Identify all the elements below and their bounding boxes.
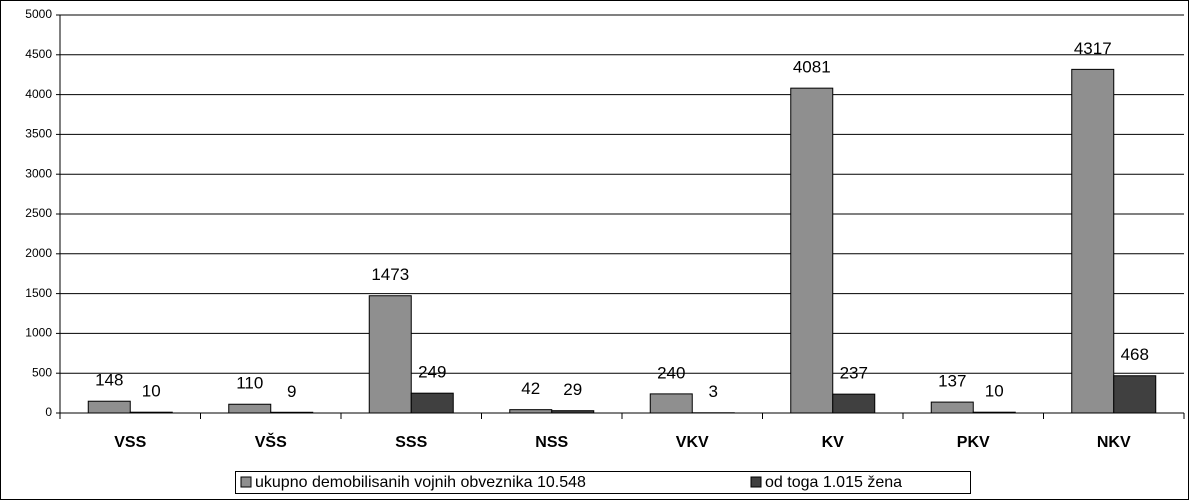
- data-label: 9: [287, 382, 296, 401]
- data-label: 10: [142, 382, 161, 401]
- y-tick-label: 500: [32, 365, 52, 379]
- x-tick-label: VSS: [114, 434, 146, 451]
- data-label: 110: [236, 374, 263, 393]
- legend-swatch: [240, 476, 252, 488]
- data-label: 10: [985, 382, 1004, 401]
- data-label: 468: [1121, 345, 1149, 364]
- bar: [649, 393, 693, 414]
- x-tick-label: VŠS: [255, 432, 287, 451]
- y-tick-label: 4500: [25, 47, 52, 61]
- data-label: 42: [521, 379, 540, 398]
- y-tick-label: 1000: [25, 326, 52, 340]
- data-label: 137: [938, 372, 966, 391]
- x-tick-label: VKV: [676, 434, 709, 451]
- y-tick-label: 2500: [25, 206, 52, 220]
- bar: [790, 87, 834, 414]
- data-label: 3: [709, 382, 718, 401]
- legend-label: od toga 1.015 žena: [765, 474, 902, 491]
- bar: [832, 393, 876, 414]
- legend-box: [235, 471, 971, 494]
- legend-swatch: [750, 476, 762, 488]
- bar: [930, 401, 974, 414]
- x-tick-label: PKV: [957, 434, 990, 451]
- bar: [87, 400, 131, 414]
- bar: [1071, 68, 1115, 414]
- data-label: 240: [657, 363, 685, 382]
- x-tick-label: KV: [822, 434, 845, 451]
- y-tick-label: 5000: [25, 7, 52, 21]
- y-tick-label: 1500: [25, 286, 52, 300]
- x-tick-label: SSS: [395, 434, 427, 451]
- y-tick-label: 3500: [25, 127, 52, 141]
- bar: [1113, 375, 1157, 414]
- y-tick-label: 0: [45, 405, 52, 419]
- data-label: 148: [95, 371, 123, 390]
- data-label: 249: [418, 363, 446, 382]
- bar: [410, 392, 454, 414]
- y-tick-label: 3000: [25, 166, 52, 180]
- x-tick-label: NSS: [535, 434, 568, 451]
- data-label: 29: [563, 380, 582, 399]
- data-label: 4317: [1074, 39, 1112, 58]
- bar: [228, 403, 272, 414]
- data-label: 4081: [793, 58, 831, 77]
- data-label: 237: [840, 364, 868, 383]
- x-tick-label: NKV: [1097, 434, 1131, 451]
- y-tick-label: 4000: [25, 87, 52, 101]
- data-label: 1473: [371, 265, 409, 284]
- bar: [509, 409, 553, 414]
- bar: [368, 295, 412, 414]
- legend-label: ukupno demobilisanih vojnih obveznika 10…: [255, 474, 586, 491]
- y-tick-label: 2000: [25, 246, 52, 260]
